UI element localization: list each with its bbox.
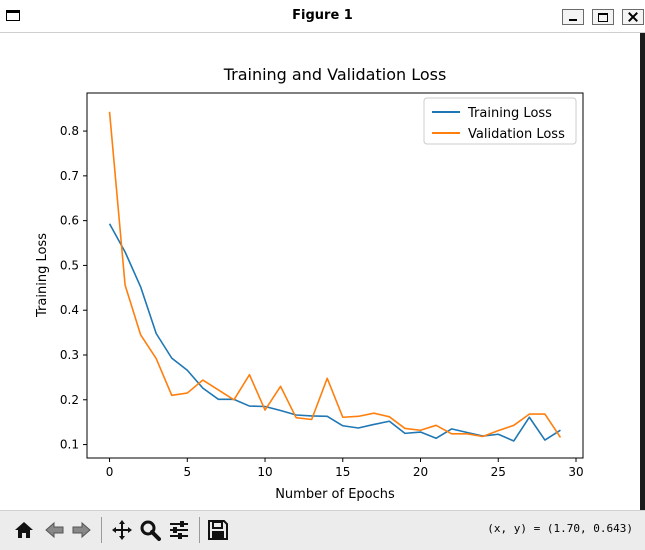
- home-icon: [15, 522, 33, 538]
- save-button[interactable]: [206, 518, 230, 542]
- back-button[interactable]: [42, 518, 66, 542]
- forward-icon: [72, 521, 91, 539]
- configure-subplots-icon: [170, 521, 188, 539]
- chart-title: Training and Validation Loss: [223, 65, 447, 84]
- cursor-coordinates: (x, y) = (1.70, 0.643): [487, 522, 633, 535]
- maximize-button[interactable]: [592, 9, 614, 25]
- legend-label: Validation Loss: [468, 127, 565, 142]
- window-border: [640, 33, 645, 510]
- validation-loss-line: [108, 111, 562, 438]
- legend-box: [423, 97, 577, 145]
- y-axis-label: Training Loss: [35, 233, 50, 318]
- plot-area: [86, 92, 584, 459]
- toolbar-separator: [199, 517, 200, 543]
- home-button[interactable]: [12, 518, 36, 542]
- y-tick-label: 0.5: [60, 258, 79, 272]
- y-tick-label: 0.4: [60, 303, 79, 317]
- x-axis-label: Number of Epochs: [275, 487, 395, 502]
- x-tick-label: 5: [183, 465, 191, 479]
- x-tick-label: 25: [491, 465, 506, 479]
- x-tick-label: 0: [106, 465, 114, 479]
- back-icon: [45, 521, 64, 539]
- pan-icon: [112, 520, 132, 540]
- figure-canvas[interactable]: 0 5 10 15 20 25 30 0.1 0.2 0.3 0.4 0.5 0.6 0.7 0.8 Tra…: [6, 33, 645, 510]
- x-tick-label: 10: [257, 465, 272, 479]
- x-tick-label: 20: [413, 465, 428, 479]
- zoom-icon: [140, 520, 161, 541]
- x-tick-label: 15: [335, 465, 350, 479]
- legend-label: Training Loss: [467, 106, 552, 121]
- y-tick-label: 0.6: [60, 214, 79, 228]
- pan-button[interactable]: [110, 518, 134, 542]
- close-button[interactable]: [622, 9, 644, 25]
- navigation-toolbar: (x, y) = (1.70, 0.643): [0, 510, 645, 550]
- configure-subplots-button[interactable]: [167, 518, 191, 542]
- title-bar[interactable]: Figure 1: [0, 0, 645, 33]
- training-loss-line: [108, 223, 561, 442]
- zoom-button[interactable]: [138, 518, 162, 542]
- forward-button[interactable]: [70, 518, 94, 542]
- save-icon: [208, 520, 228, 540]
- minimize-button[interactable]: [562, 9, 584, 25]
- loss-chart[interactable]: 0 5 10 15 20 25 30 0.1 0.2 0.3 0.4 0.5 0.6 0.7 0.8 Tra…: [6, 33, 645, 510]
- x-tick-label: 30: [568, 465, 583, 479]
- y-tick-label: 0.2: [60, 393, 79, 407]
- window-title: Figure 1: [292, 8, 353, 23]
- y-tick-label: 0.7: [60, 169, 79, 183]
- window-menu-icon[interactable]: [6, 10, 20, 21]
- legend: Training Loss Validation Loss: [423, 97, 577, 145]
- y-tick-label: 0.3: [60, 348, 79, 362]
- y-tick-label: 0.8: [60, 124, 79, 138]
- toolbar-separator: [101, 517, 102, 543]
- y-tick-label: 0.1: [60, 438, 79, 452]
